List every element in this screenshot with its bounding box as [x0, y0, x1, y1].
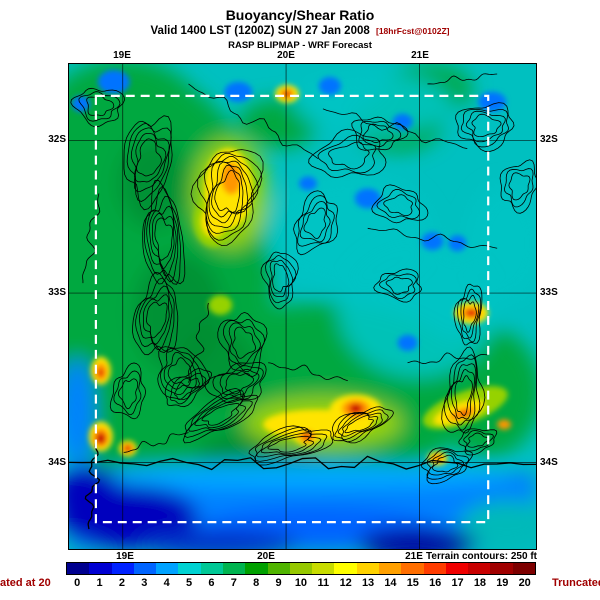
colorbar-cell — [401, 563, 424, 574]
lat-tick-left-0: 32S — [48, 134, 66, 145]
colorbar-value: 1 — [96, 577, 103, 589]
lon-tick-top-2: 21E — [411, 50, 429, 61]
colorbar-cell — [222, 563, 246, 574]
colorbar-value: 9 — [275, 577, 282, 589]
colorbar-value: 5 — [186, 577, 193, 589]
map-frame — [68, 63, 537, 550]
colorbar-value: 8 — [253, 577, 260, 589]
colorbar-cell — [445, 563, 469, 574]
colorbar-cell — [267, 563, 290, 574]
colorbar-cell — [289, 563, 313, 574]
lat-tick-left-2: 34S — [48, 457, 66, 468]
lat-tick-right-0: 32S — [540, 134, 558, 145]
colorbar-cell — [468, 563, 491, 574]
colorbar-cell — [356, 563, 379, 574]
lat-tick-right-1: 33S — [540, 287, 558, 298]
truncation-label-left: ated at 20 — [0, 577, 51, 589]
colorbar-value: 15 — [406, 577, 419, 589]
colorbar-cell — [245, 563, 268, 574]
colorbar-cell — [490, 563, 513, 574]
model-domain-boundary — [94, 94, 490, 524]
page-title: Buoyancy/Shear Ratio — [225, 7, 375, 23]
colorbar-value: 3 — [141, 577, 148, 589]
lon-tick-bottom-0: 19E — [116, 551, 134, 562]
colorbar-cell — [178, 563, 201, 574]
model-line: RASP BLIPMAP - WRF Forecast — [228, 40, 372, 51]
colorbar-cell — [200, 563, 223, 574]
lat-tick-right-2: 34S — [540, 457, 558, 468]
forecast-age-tag: [18hrFcst@0102Z] — [375, 26, 450, 36]
colorbar-value: 14 — [384, 577, 397, 589]
colorbar-value: 0 — [74, 577, 81, 589]
colorbar-labels: 0 1 2 3 4 5 6 7 8 9 10 11 12 13 14 15 16 17 18 19 20 — [66, 577, 536, 589]
colorbar-value: 11 — [317, 577, 330, 589]
colorbar — [66, 562, 536, 575]
colorbar-cell — [512, 563, 535, 574]
colorbar-value: 20 — [518, 577, 531, 589]
terrain-contours — [69, 73, 536, 530]
colorbar-value: 4 — [163, 577, 170, 589]
colorbar-value: 19 — [496, 577, 509, 589]
colorbar-cell — [423, 563, 446, 574]
lon-tick-bottom-2: 21E — [405, 551, 423, 562]
colorbar-cell — [133, 563, 157, 574]
colorbar-cell — [111, 563, 134, 574]
contour-map-svg — [69, 64, 536, 549]
terrain-contour-note: Terrain contours: 250 ft — [426, 551, 537, 562]
colorbar-cell — [312, 563, 335, 574]
colorbar-value: 17 — [451, 577, 464, 589]
colorbar-cell — [378, 563, 402, 574]
colorbar-value: 2 — [118, 577, 125, 589]
lat-tick-left-1: 33S — [48, 287, 66, 298]
colorbar-cell — [89, 563, 112, 574]
colorbar-value: 16 — [429, 577, 442, 589]
colorbar-cell — [334, 563, 357, 574]
valid-time-line: Valid 1400 LST (1200Z) SUN 27 Jan 2008 [… — [0, 25, 600, 37]
lon-tick-top-1: 20E — [277, 50, 295, 61]
colorbar-value: 6 — [208, 577, 215, 589]
valid-time-text: Valid 1400 LST (1200Z) SUN 27 Jan 2008 — [150, 25, 370, 37]
colorbar-value: 12 — [339, 577, 352, 589]
colorbar-cell — [156, 563, 179, 574]
lon-tick-bottom-1: 20E — [257, 551, 275, 562]
truncation-label-right: Truncated — [552, 577, 600, 589]
colorbar-value: 13 — [361, 577, 375, 589]
colorbar-value: 7 — [230, 577, 237, 589]
colorbar-value: 18 — [473, 577, 487, 589]
graticule — [69, 64, 536, 549]
lon-tick-top-0: 19E — [113, 50, 131, 61]
colorbar-value: 10 — [294, 577, 308, 589]
colorbar-cell — [67, 563, 90, 574]
